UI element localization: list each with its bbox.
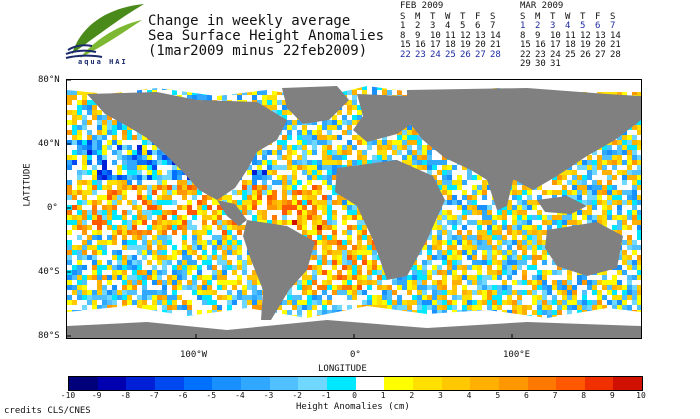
- calendar-week: 22 23 24 25 26 27 28: [400, 49, 501, 60]
- colorbar: [68, 376, 643, 391]
- australia: [545, 222, 623, 276]
- europe: [353, 94, 417, 142]
- calendar-week: 15 16 17 18 19 20 21: [400, 40, 501, 50]
- colorbar-cell: [556, 377, 585, 390]
- south-america: [243, 220, 315, 320]
- colorbar-cell: [412, 377, 442, 390]
- colorbar-cell: [240, 377, 270, 390]
- colorbar-tick: 10: [636, 391, 646, 400]
- lat-tick-80s: 80°S: [38, 331, 60, 341]
- colorbar-cell: [470, 377, 499, 390]
- lat-tick-40n: 40°N: [38, 139, 60, 149]
- calendar-week: 29 30 31: [520, 59, 561, 69]
- colorbar-tick: -3: [263, 391, 274, 400]
- asia: [407, 88, 641, 190]
- lat-tick-0: 0°: [47, 203, 58, 213]
- logo-wordmark: aqua HAI: [78, 58, 128, 66]
- x-axis-label: LONGITUDE: [318, 364, 367, 374]
- y-axis-label: LATITUDE: [22, 163, 33, 207]
- lon-tick-100w: 100°W: [180, 350, 208, 360]
- colorbar-tick: 0: [352, 391, 357, 400]
- calendar-mar: MAR 2009 S M T W T F S 1 2 3 4 5 6 7 8 9 10 11 12 13 14 15 16 17…: [520, 1, 625, 70]
- colorbar-cell: [384, 377, 413, 390]
- map-ticks: [67, 80, 513, 338]
- colorbar-cell: [584, 377, 614, 390]
- colorbar-cell: [154, 377, 184, 390]
- title-line-1: Change in weekly average: [148, 13, 351, 29]
- colorbar-cell: [527, 377, 557, 390]
- calendar-week: 22 23 24 25 26 27 28: [520, 49, 621, 60]
- lon-tick-100e: 100°E: [503, 350, 531, 360]
- colorbar-cell: [298, 377, 327, 390]
- india: [487, 180, 513, 210]
- colorbar-tick: -2: [292, 391, 303, 400]
- north-america: [87, 92, 287, 200]
- colorbar-tick: 1: [380, 391, 386, 400]
- colorbar-cell: [498, 377, 528, 390]
- colorbar-tick: 5: [495, 391, 501, 400]
- lon-tick-0: 0°: [350, 350, 361, 360]
- colorbar-tick: 9: [609, 391, 615, 400]
- colorbar-ticks: -10 -9 -8 -7 -6 -5 -4 -3 -2 -1 0 1 2 3 4 5 6 7 8 9 10: [61, 391, 646, 401]
- calendar-title: MAR 2009: [520, 1, 564, 11]
- arctic-nodata: [67, 80, 641, 98]
- map-canvas: [67, 80, 641, 338]
- colorbar-cell: [326, 377, 356, 390]
- colorbar-label: Height Anomalies (cm): [296, 402, 410, 412]
- calendar-week: 15 16 17 18 19 20 21: [520, 40, 621, 50]
- colorbar-tick: -6: [177, 391, 188, 400]
- colorbar-cell: [183, 377, 213, 390]
- ssh-anomaly-map: [66, 79, 642, 339]
- calendar-title: FEB 2009: [400, 1, 444, 11]
- lat-tick-80n: 80°N: [38, 75, 60, 85]
- lat-tick-40s: 40°S: [38, 267, 60, 277]
- colorbar-tick: 3: [438, 391, 443, 400]
- colorbar-tick: -8: [120, 391, 131, 400]
- title-line-2: Sea Surface Height Anomalies: [148, 28, 385, 44]
- central-america: [217, 200, 247, 226]
- colorbar-tick: 8: [581, 391, 587, 400]
- greenland: [282, 86, 349, 124]
- colorbar-tick: 4: [466, 391, 472, 400]
- colorbar-tick: -1: [321, 391, 331, 400]
- colorbar-tick: -7: [149, 391, 159, 400]
- colorbar-tick: 2: [409, 391, 415, 400]
- colorbar-tick: -10: [60, 391, 76, 400]
- page-title: Change in weekly average Sea Surface Hei…: [148, 14, 384, 59]
- colorbar-cell: [355, 377, 385, 390]
- colorbar-tick: 6: [523, 391, 529, 400]
- africa: [335, 160, 445, 280]
- colorbar-cell: [613, 377, 643, 390]
- antarctica: [67, 320, 641, 338]
- colorbar-cell: [269, 377, 299, 390]
- calendar-feb: FEB 2009 S M T W T F S 1 2 3 4 5 6 7 8 9 10 11 12 13 14 15 16 17…: [400, 1, 505, 60]
- colorbar-tick: -4: [235, 391, 245, 400]
- aquahai-logo: [65, 4, 144, 59]
- colorbar-tick: -5: [206, 391, 217, 400]
- colorbar-cell: [69, 377, 98, 390]
- calendar-week: 8 9 10 11 12 13 14: [400, 30, 501, 41]
- credits: credits CLS/CNES: [4, 406, 91, 416]
- se-asia-islands: [537, 196, 587, 214]
- colorbar-cell: [97, 377, 127, 390]
- colorbar-tick: -9: [91, 391, 102, 400]
- colorbar-cell: [212, 377, 241, 390]
- title-line-3: (1mar2009 minus 22feb2009): [148, 43, 368, 59]
- colorbar-cell: [441, 377, 471, 390]
- calendar-week: 8 9 10 11 12 13 14: [520, 30, 621, 41]
- colorbar-tick: 7: [552, 391, 558, 400]
- colorbar-cell: [126, 377, 155, 390]
